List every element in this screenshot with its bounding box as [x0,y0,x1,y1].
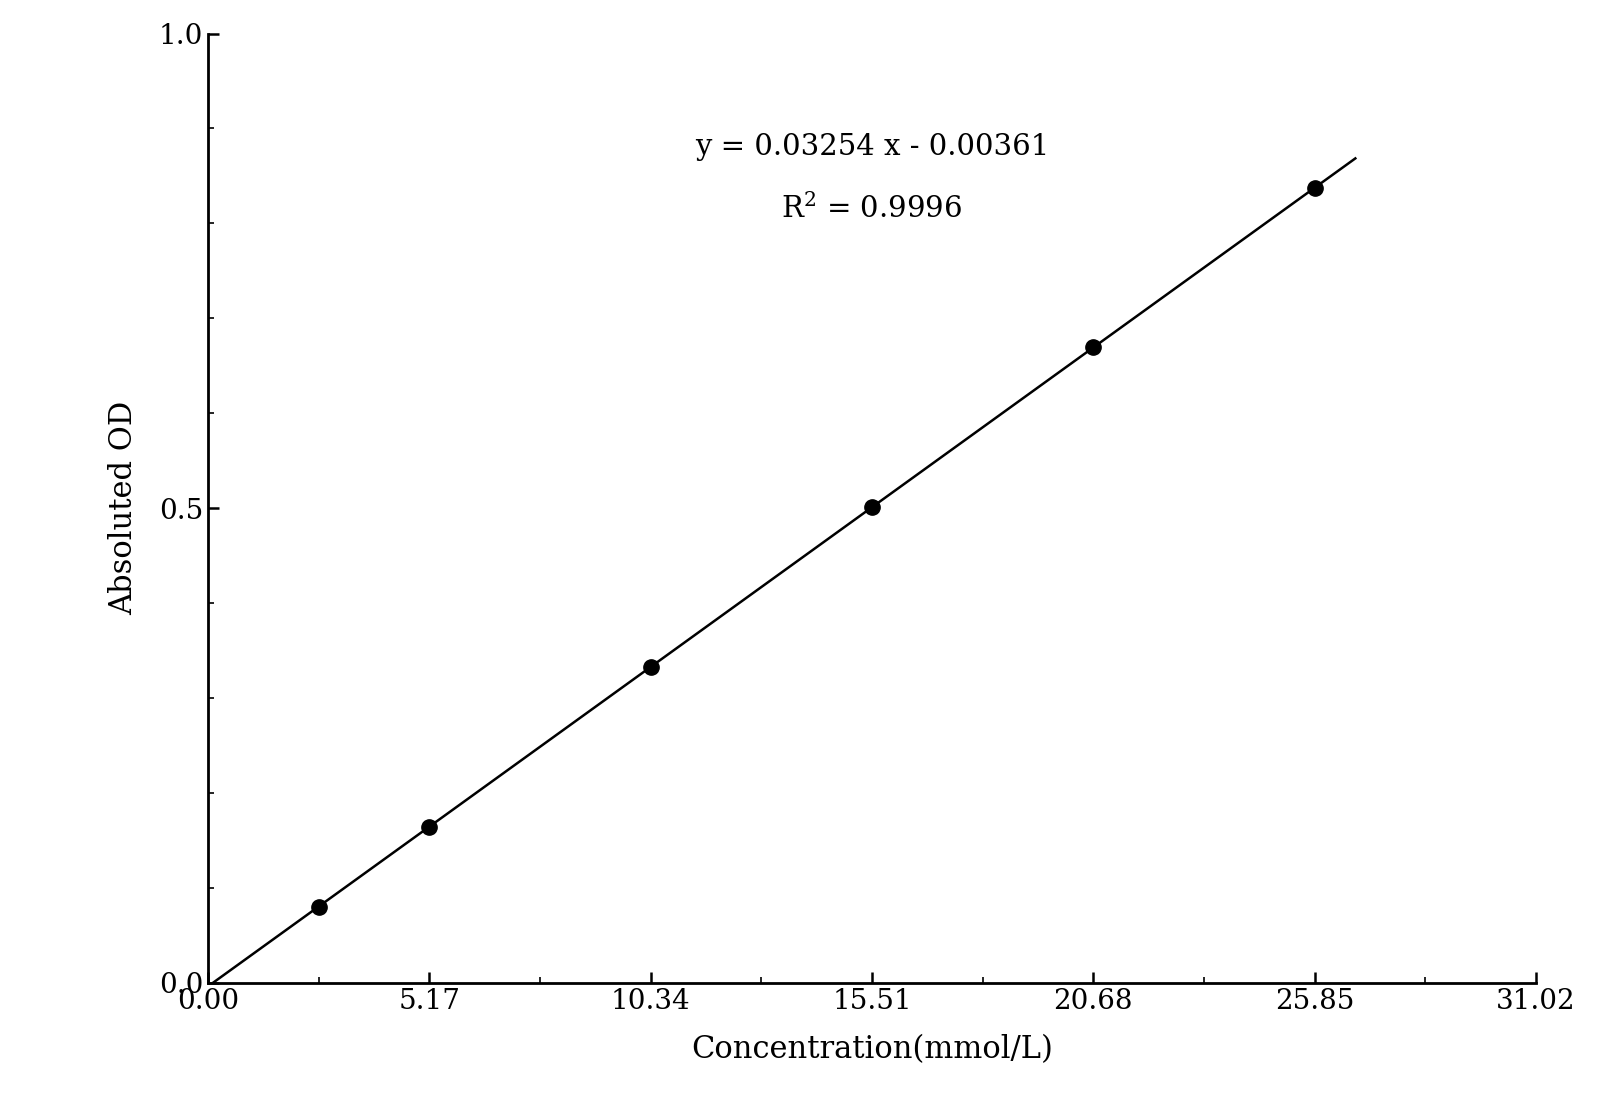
Point [1080,338,1106,356]
Y-axis label: Absoluted OD: Absoluted OD [109,401,139,615]
Point [1302,179,1328,197]
Point [638,658,664,676]
Text: y = 0.03254 x - 0.00361: y = 0.03254 x - 0.00361 [694,133,1050,162]
Point [306,898,331,916]
Text: R$^2$ = 0.9996: R$^2$ = 0.9996 [781,194,963,225]
Point [859,498,885,516]
X-axis label: Concentration(mmol/L): Concentration(mmol/L) [691,1034,1053,1066]
Point [416,818,442,836]
